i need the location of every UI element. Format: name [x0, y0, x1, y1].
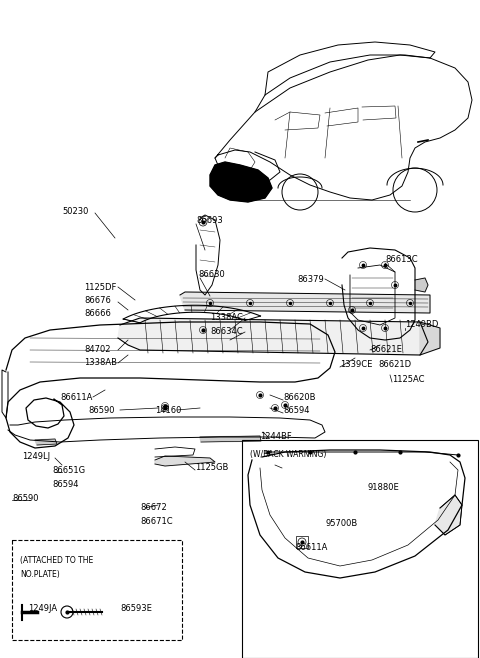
Polygon shape [180, 292, 430, 313]
Text: 86594: 86594 [283, 406, 310, 415]
Bar [12, 540, 182, 640]
Text: 1249JA: 1249JA [28, 604, 57, 613]
Text: 86621E: 86621E [370, 345, 402, 354]
Text: 86613C: 86613C [385, 255, 418, 264]
Text: (W/BACK WARNING): (W/BACK WARNING) [250, 450, 326, 459]
Text: 86634C: 86634C [210, 327, 242, 336]
Text: 1339CE: 1339CE [340, 360, 372, 369]
Text: 1244BF: 1244BF [260, 432, 292, 441]
Text: 1249BD: 1249BD [405, 320, 438, 329]
Text: 86594: 86594 [52, 480, 79, 489]
Polygon shape [200, 436, 261, 442]
Polygon shape [118, 318, 428, 355]
Text: 84702: 84702 [84, 345, 110, 354]
Text: 86379: 86379 [297, 275, 324, 284]
Text: 1125DF: 1125DF [84, 283, 116, 292]
Text: 86676: 86676 [84, 296, 111, 305]
Text: 1338AB: 1338AB [84, 358, 117, 367]
Text: 14160: 14160 [155, 406, 181, 415]
Text: 86620B: 86620B [283, 393, 315, 402]
Bar [242, 440, 478, 658]
Text: (ATTACHED TO THE: (ATTACHED TO THE [20, 556, 93, 565]
Polygon shape [210, 162, 272, 202]
Text: 86621D: 86621D [378, 360, 411, 369]
Text: 86671C: 86671C [140, 517, 173, 526]
Text: 1125AC: 1125AC [392, 375, 424, 384]
Polygon shape [155, 456, 215, 466]
Text: 86611A: 86611A [295, 543, 327, 552]
Text: NO.PLATE): NO.PLATE) [20, 570, 60, 579]
Text: 86693: 86693 [196, 216, 223, 225]
Text: 86590: 86590 [88, 406, 115, 415]
Bar [296, 536, 308, 548]
Polygon shape [420, 322, 440, 355]
Polygon shape [35, 439, 57, 445]
Text: 86651G: 86651G [52, 466, 85, 475]
Text: 91880E: 91880E [368, 483, 400, 492]
Text: 50230: 50230 [62, 207, 88, 216]
Text: 86593E: 86593E [120, 604, 152, 613]
Text: 1249LJ: 1249LJ [22, 452, 50, 461]
Text: 95700B: 95700B [326, 519, 358, 528]
Polygon shape [415, 278, 428, 292]
Text: 86590: 86590 [12, 494, 38, 503]
Text: 1125GB: 1125GB [195, 463, 228, 472]
Text: 86666: 86666 [84, 309, 111, 318]
Text: 86672: 86672 [140, 503, 167, 512]
Polygon shape [435, 495, 462, 535]
Text: 86630: 86630 [198, 270, 225, 279]
Text: 86611A: 86611A [60, 393, 92, 402]
Text: 1338AC: 1338AC [210, 313, 243, 322]
